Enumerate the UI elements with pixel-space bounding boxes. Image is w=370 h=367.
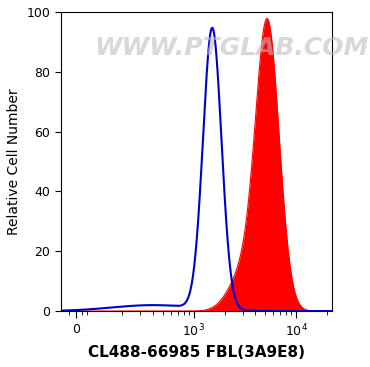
X-axis label: CL488-66985 FBL(3A9E8): CL488-66985 FBL(3A9E8) bbox=[88, 345, 305, 360]
Y-axis label: Relative Cell Number: Relative Cell Number bbox=[7, 88, 21, 235]
Text: WWW.PTGLAB.COM: WWW.PTGLAB.COM bbox=[94, 36, 369, 60]
